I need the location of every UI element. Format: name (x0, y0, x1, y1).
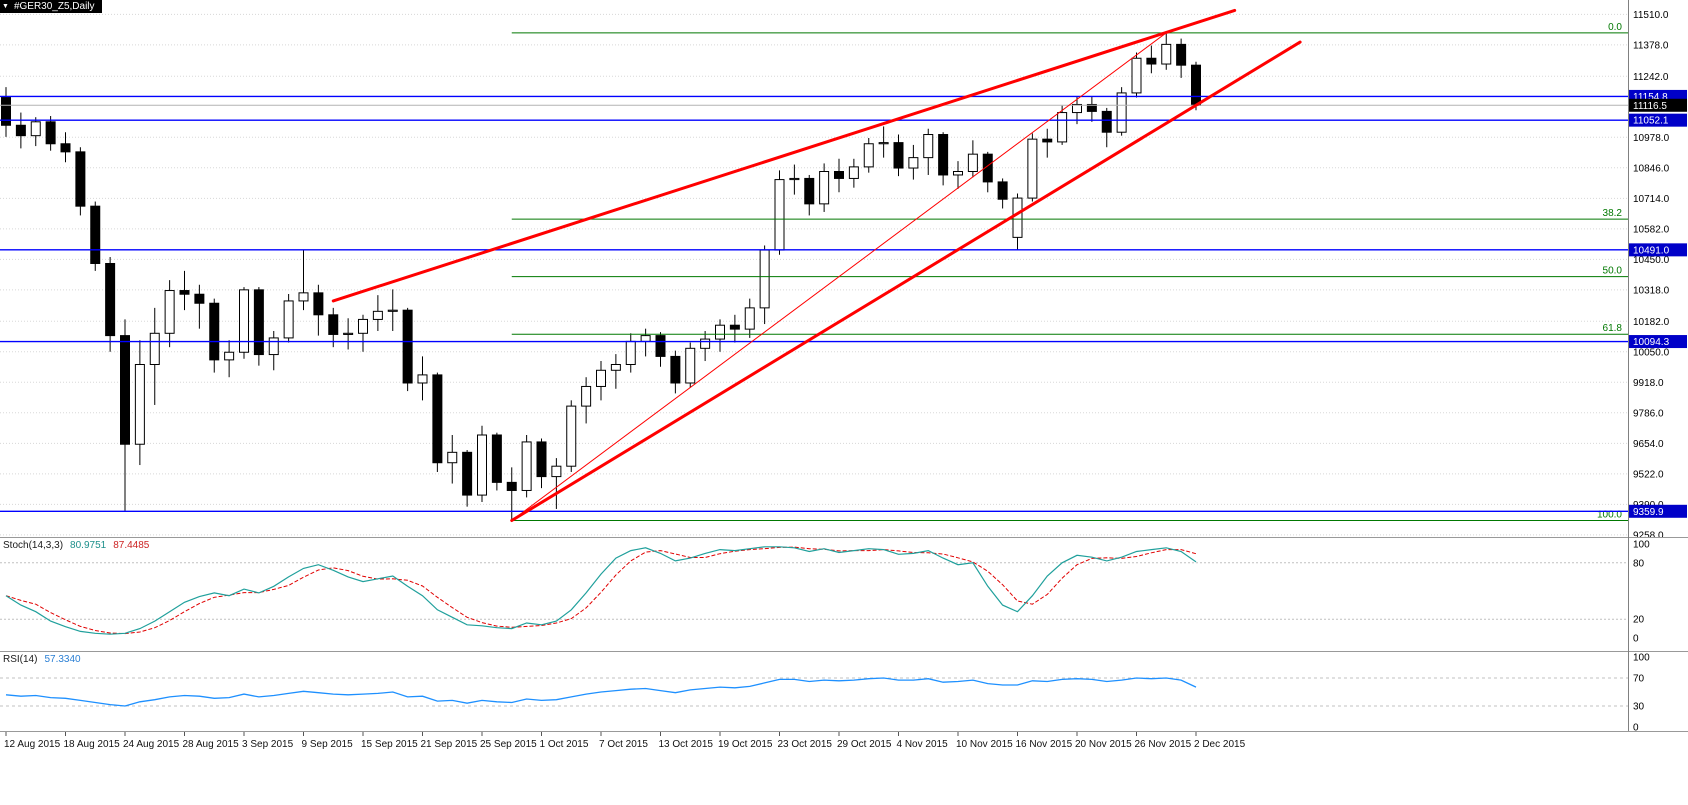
stoch-main-line (5, 546, 1197, 635)
svg-text:9654.0: 9654.0 (1633, 439, 1664, 450)
svg-text:18 Aug 2015: 18 Aug 2015 (64, 739, 121, 750)
svg-text:23 Oct 2015: 23 Oct 2015 (778, 739, 833, 750)
svg-text:0: 0 (1633, 723, 1639, 732)
time-axis[interactable]: 12 Aug 2015 18 Aug 2015 24 Aug 2015 28 Aug … (0, 731, 1688, 805)
svg-text:11242.0: 11242.0 (1633, 72, 1669, 83)
svg-text:2 Dec 2015: 2 Dec 2015 (1194, 739, 1246, 750)
one-click-trading-arrow-icon[interactable]: ▼ (2, 3, 9, 10)
price-axis-labels[interactable]: 11510.0 11378.0 11242.0 10978.0 10846.0 10714… (1629, 10, 1687, 537)
stoch-k-value: 80.9751 (70, 540, 107, 551)
svg-text:11378.0: 11378.0 (1633, 40, 1669, 51)
svg-text:20 Nov 2015: 20 Nov 2015 (1075, 739, 1132, 750)
svg-text:11052.1: 11052.1 (1633, 116, 1669, 127)
svg-text:10491.0: 10491.0 (1633, 245, 1670, 256)
svg-text:38.2: 38.2 (1603, 208, 1623, 219)
rsi-indicator-header: RSI(14) 57.3340 (3, 654, 81, 665)
svg-text:10978.0: 10978.0 (1633, 133, 1670, 144)
svg-text:19 Oct 2015: 19 Oct 2015 (718, 739, 773, 750)
svg-text:80: 80 (1633, 558, 1645, 569)
svg-text:25 Sep 2015: 25 Sep 2015 (480, 739, 537, 750)
svg-text:7 Oct 2015: 7 Oct 2015 (599, 739, 648, 750)
svg-text:9786.0: 9786.0 (1633, 408, 1664, 419)
svg-text:9258.0: 9258.0 (1633, 530, 1664, 537)
stoch-label: Stoch(14,3,3) (3, 540, 64, 551)
svg-text:29 Oct 2015: 29 Oct 2015 (837, 739, 892, 750)
rsi-value: 57.3340 (44, 654, 81, 665)
svg-text:9522.0: 9522.0 (1633, 469, 1664, 480)
svg-text:26 Nov 2015: 26 Nov 2015 (1135, 739, 1192, 750)
svg-text:100.0: 100.0 (1597, 510, 1622, 521)
svg-text:10846.0: 10846.0 (1633, 163, 1670, 174)
stoch-signal-line (5, 546, 1197, 635)
candles-layer (1, 32, 1201, 521)
svg-text:10582.0: 10582.0 (1633, 224, 1670, 235)
svg-text:13 Oct 2015: 13 Oct 2015 (659, 739, 714, 750)
stoch-d-value: 87.4485 (113, 540, 150, 551)
stochastic-panel[interactable]: 100 80 20 0 (0, 537, 1688, 651)
svg-text:11510.0: 11510.0 (1633, 10, 1669, 21)
svg-text:11116.5: 11116.5 (1633, 101, 1667, 112)
svg-text:28 Aug 2015: 28 Aug 2015 (183, 739, 240, 750)
svg-text:61.8: 61.8 (1603, 323, 1623, 334)
svg-text:15 Sep 2015: 15 Sep 2015 (361, 739, 418, 750)
svg-text:10050.0: 10050.0 (1633, 347, 1670, 358)
fibonacci-retracement: 0.0 38.2 50.0 61.8 100.0 (511, 22, 1628, 522)
svg-text:70: 70 (1633, 674, 1645, 685)
svg-text:10094.3: 10094.3 (1633, 337, 1670, 348)
svg-text:10714.0: 10714.0 (1633, 194, 1670, 205)
support-resistance-lines (0, 95, 1628, 512)
chart-title-bar: ▼ #GER30_Z5,Daily (0, 0, 102, 13)
svg-text:10 Nov 2015: 10 Nov 2015 (956, 739, 1013, 750)
svg-text:10450.0: 10450.0 (1633, 255, 1670, 266)
svg-text:30: 30 (1633, 702, 1645, 713)
stoch-indicator-header: Stoch(14,3,3) 80.9751 87.4485 (3, 540, 149, 551)
main-price-chart[interactable]: 0.0 38.2 50.0 61.8 100.0 11510.0 11378.0 11242.… (0, 0, 1688, 537)
svg-text:11154.8: 11154.8 (1633, 92, 1668, 103)
svg-text:10182.0: 10182.0 (1633, 317, 1670, 328)
svg-text:9359.9: 9359.9 (1633, 507, 1664, 518)
svg-text:0.0: 0.0 (1608, 22, 1622, 33)
svg-text:100: 100 (1633, 653, 1650, 664)
svg-text:1 Oct 2015: 1 Oct 2015 (540, 739, 589, 750)
chart-symbol-label: #GER30_Z5,Daily (13, 1, 95, 12)
svg-text:3 Sep 2015: 3 Sep 2015 (242, 739, 294, 750)
svg-text:4 Nov 2015: 4 Nov 2015 (897, 739, 949, 750)
svg-text:21 Sep 2015: 21 Sep 2015 (421, 739, 478, 750)
svg-text:10318.0: 10318.0 (1633, 285, 1670, 296)
svg-text:0: 0 (1633, 634, 1639, 645)
svg-text:24 Aug 2015: 24 Aug 2015 (123, 739, 180, 750)
svg-text:12 Aug 2015: 12 Aug 2015 (4, 739, 61, 750)
svg-text:20: 20 (1633, 615, 1645, 626)
svg-text:9 Sep 2015: 9 Sep 2015 (302, 739, 354, 750)
trend-lines (331, 8, 1302, 523)
rsi-panel[interactable]: 100 70 30 0 (0, 651, 1688, 731)
svg-text:50.0: 50.0 (1603, 266, 1623, 277)
svg-text:16 Nov 2015: 16 Nov 2015 (1016, 739, 1073, 750)
svg-text:9918.0: 9918.0 (1633, 378, 1664, 389)
rsi-line (5, 677, 1197, 707)
svg-text:100: 100 (1633, 540, 1650, 551)
rsi-label: RSI(14) (3, 654, 38, 665)
price-gridlines (0, 13, 1628, 536)
